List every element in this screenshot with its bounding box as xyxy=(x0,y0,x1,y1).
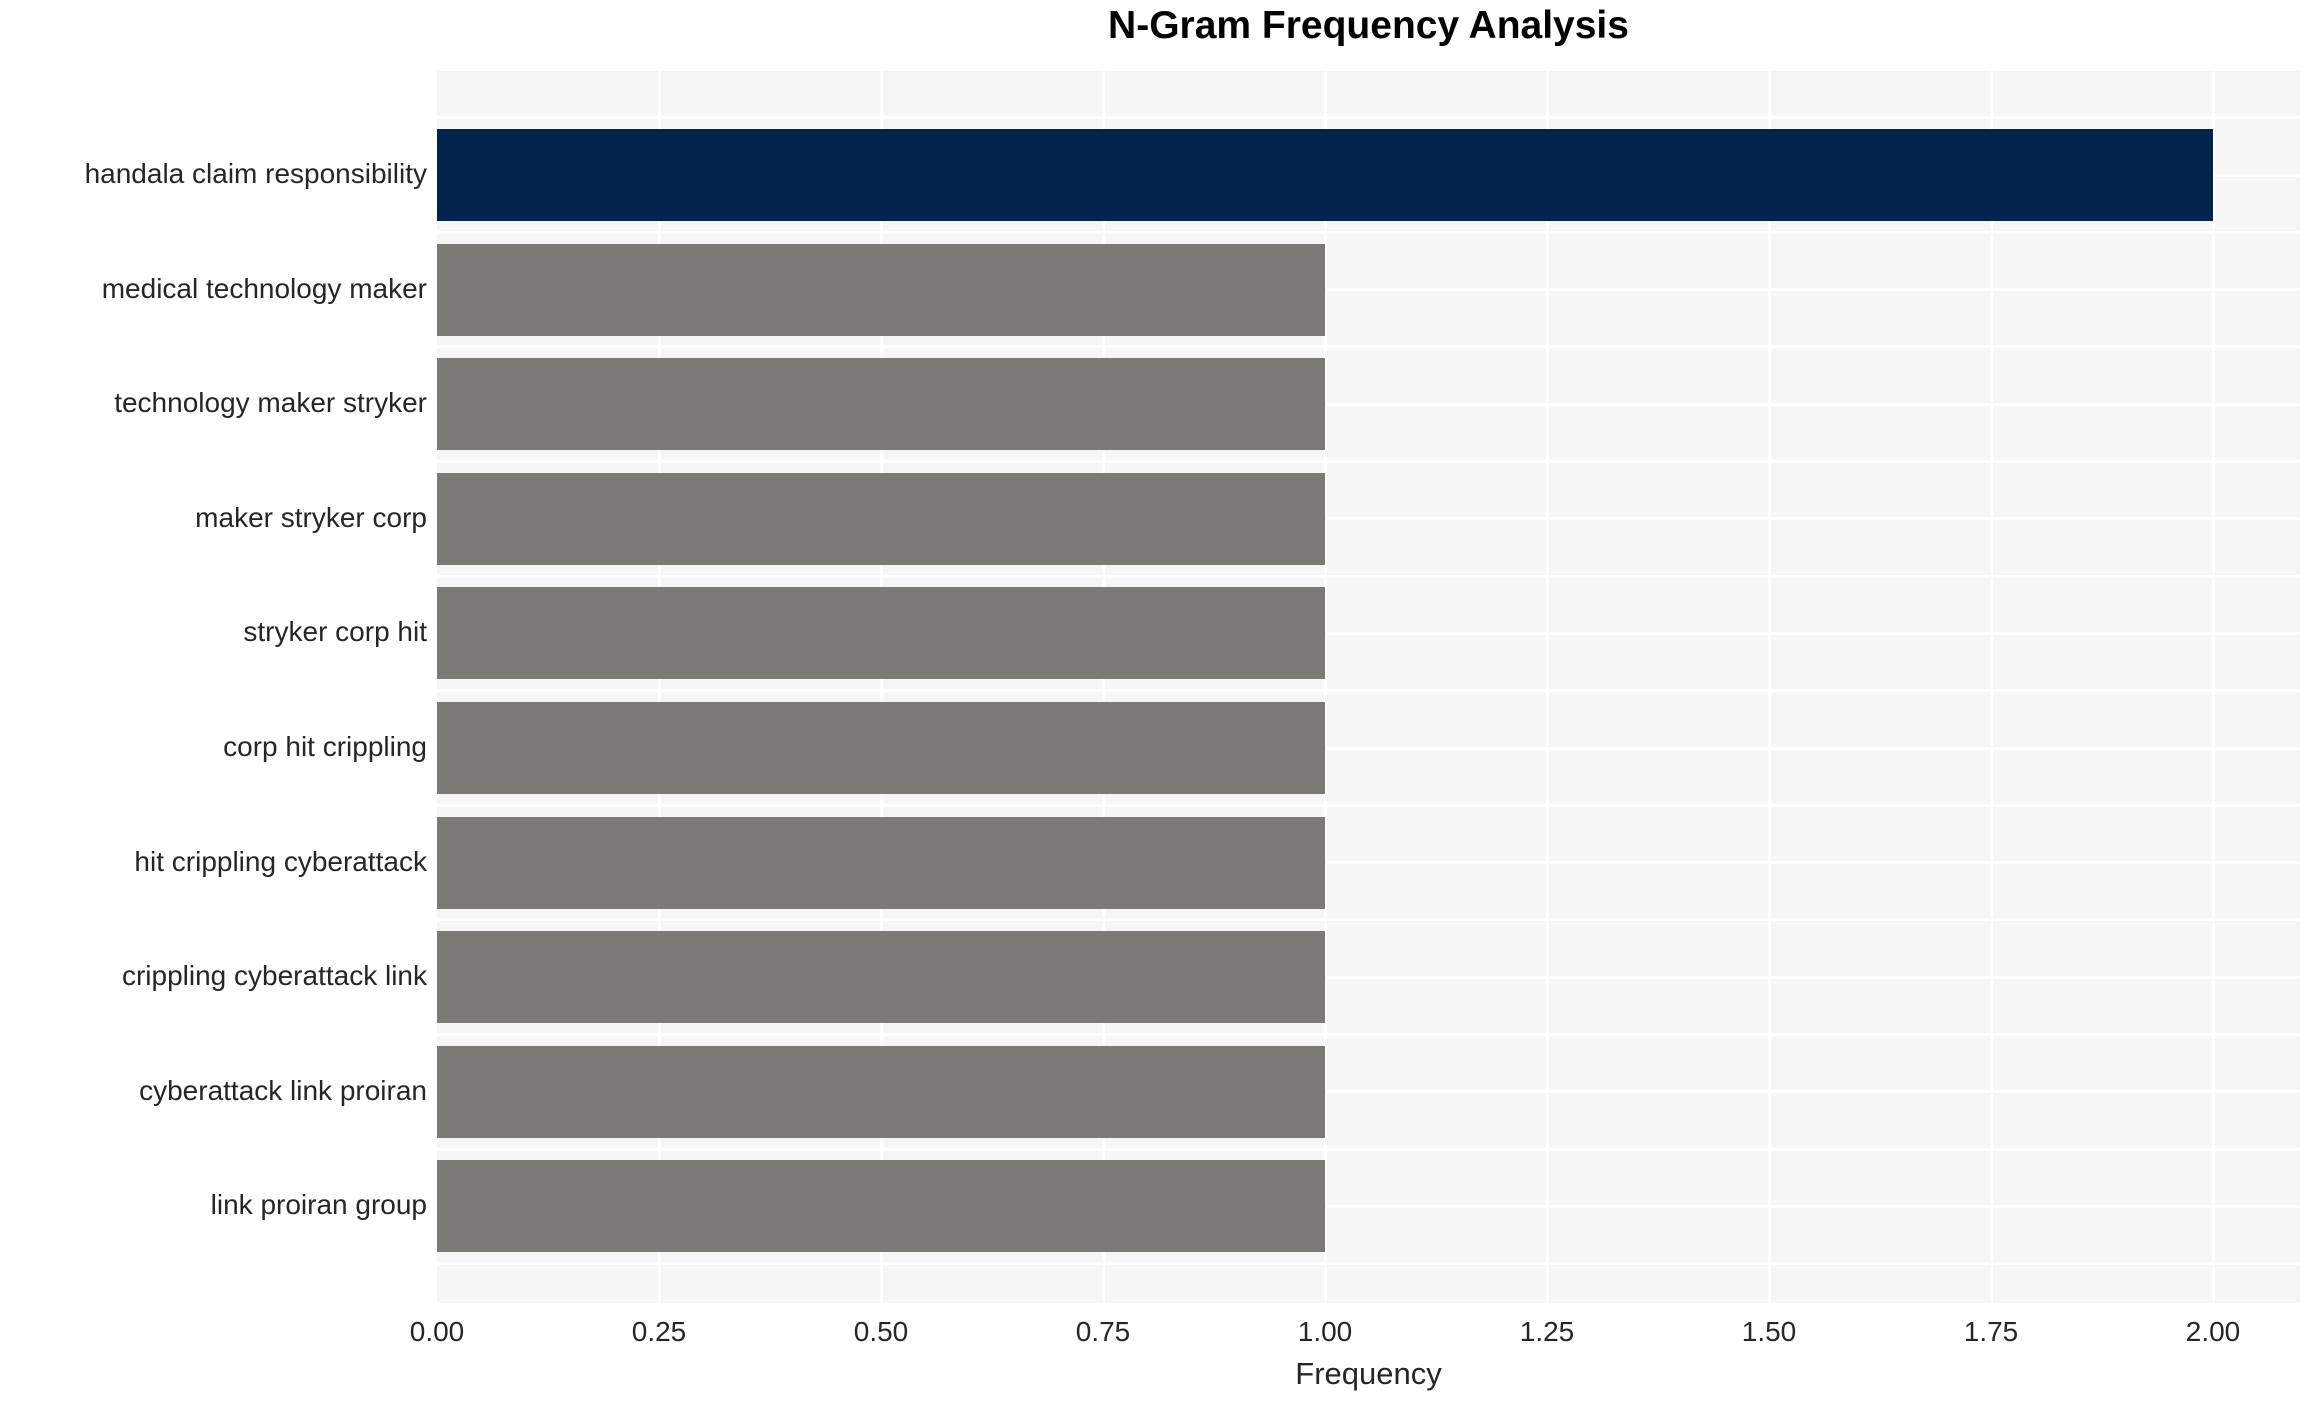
y-tick-label: handala claim responsibility xyxy=(84,158,427,189)
bar-crippling-cyberattack-link xyxy=(437,931,1325,1024)
bar-maker-stryker-corp xyxy=(437,472,1325,565)
x-tick-label: 0.50 xyxy=(853,1316,909,1347)
bar-handala-claim-responsibility xyxy=(437,129,2213,221)
x-tick-label: 0.75 xyxy=(1075,1316,1131,1347)
chart-title: N-Gram Frequency Analysis xyxy=(1108,4,1629,47)
gridline-horizontal xyxy=(437,631,2300,635)
gridline-vertical xyxy=(657,71,661,1303)
bar-medical-technology-maker xyxy=(437,243,1325,336)
plot-area xyxy=(437,71,2300,1303)
gridline-horizontal-minor xyxy=(437,460,2300,463)
y-tick-label: crippling cyberattack link xyxy=(121,960,427,992)
gridline-horizontal xyxy=(437,861,2300,865)
x-tick-label: 2.00 xyxy=(2185,1316,2241,1347)
gridline-horizontal-minor xyxy=(437,574,2300,578)
y-tick-label: link proiran group xyxy=(210,1189,427,1221)
y-tick-label: technology maker stryker xyxy=(114,387,427,419)
y-tick-label: cyberattack link proiran xyxy=(139,1074,427,1106)
gridline-vertical xyxy=(1101,71,1105,1303)
gridline-horizontal xyxy=(437,1090,2300,1094)
bar-technology-maker-stryker xyxy=(437,358,1325,451)
gridline-horizontal xyxy=(437,975,2300,979)
gridline-vertical xyxy=(1989,71,1993,1303)
gridline-vertical xyxy=(879,71,883,1303)
x-tick-label: 0.00 xyxy=(409,1316,465,1347)
gridline-horizontal-minor xyxy=(437,1033,2300,1036)
y-tick-label: medical technology maker xyxy=(101,272,427,304)
y-tick-label: maker stryker corp xyxy=(195,501,427,533)
gridline-horizontal-minor xyxy=(437,689,2300,693)
y-tick-label: corp hit crippling xyxy=(223,731,427,762)
gridline-horizontal xyxy=(437,402,2300,406)
bar-stryker-corp-hit xyxy=(437,587,1325,680)
gridline-vertical xyxy=(1323,71,1327,1303)
y-tick-label: stryker corp hit xyxy=(243,616,427,648)
gridline-horizontal-minor xyxy=(437,1262,2300,1266)
x-axis-title: Frequency xyxy=(1295,1356,1442,1391)
gridline-horizontal xyxy=(437,288,2300,292)
gridline-horizontal-minor xyxy=(437,230,2300,234)
x-tick-label: 0.25 xyxy=(631,1316,687,1347)
gridline-vertical xyxy=(1545,71,1549,1303)
x-tick-label: 1.50 xyxy=(1741,1316,1797,1347)
gridline-horizontal xyxy=(437,1204,2300,1208)
gridline-horizontal-minor xyxy=(437,116,2300,120)
bar-cyberattack-link-proiran xyxy=(437,1045,1325,1138)
gridline-horizontal-minor xyxy=(437,1147,2300,1151)
x-tick-label: 1.75 xyxy=(1963,1316,2019,1347)
gridline-vertical xyxy=(1767,71,1771,1303)
gridline-horizontal-minor xyxy=(437,803,2300,807)
bar-corp-hit-crippling xyxy=(437,702,1325,794)
gridline-horizontal-minor xyxy=(437,918,2300,922)
x-tick-label: 1.00 xyxy=(1297,1316,1353,1347)
bar-link-proiran-group xyxy=(437,1160,1325,1253)
gridline-horizontal xyxy=(437,517,2300,521)
gridline-horizontal-minor xyxy=(437,345,2300,349)
bar-hit-crippling-cyberattack xyxy=(437,816,1325,909)
gridline-horizontal xyxy=(437,746,2300,750)
gridline-vertical xyxy=(2211,71,2215,1303)
y-tick-label: hit crippling cyberattack xyxy=(134,845,427,877)
x-tick-label: 1.25 xyxy=(1519,1316,1575,1347)
